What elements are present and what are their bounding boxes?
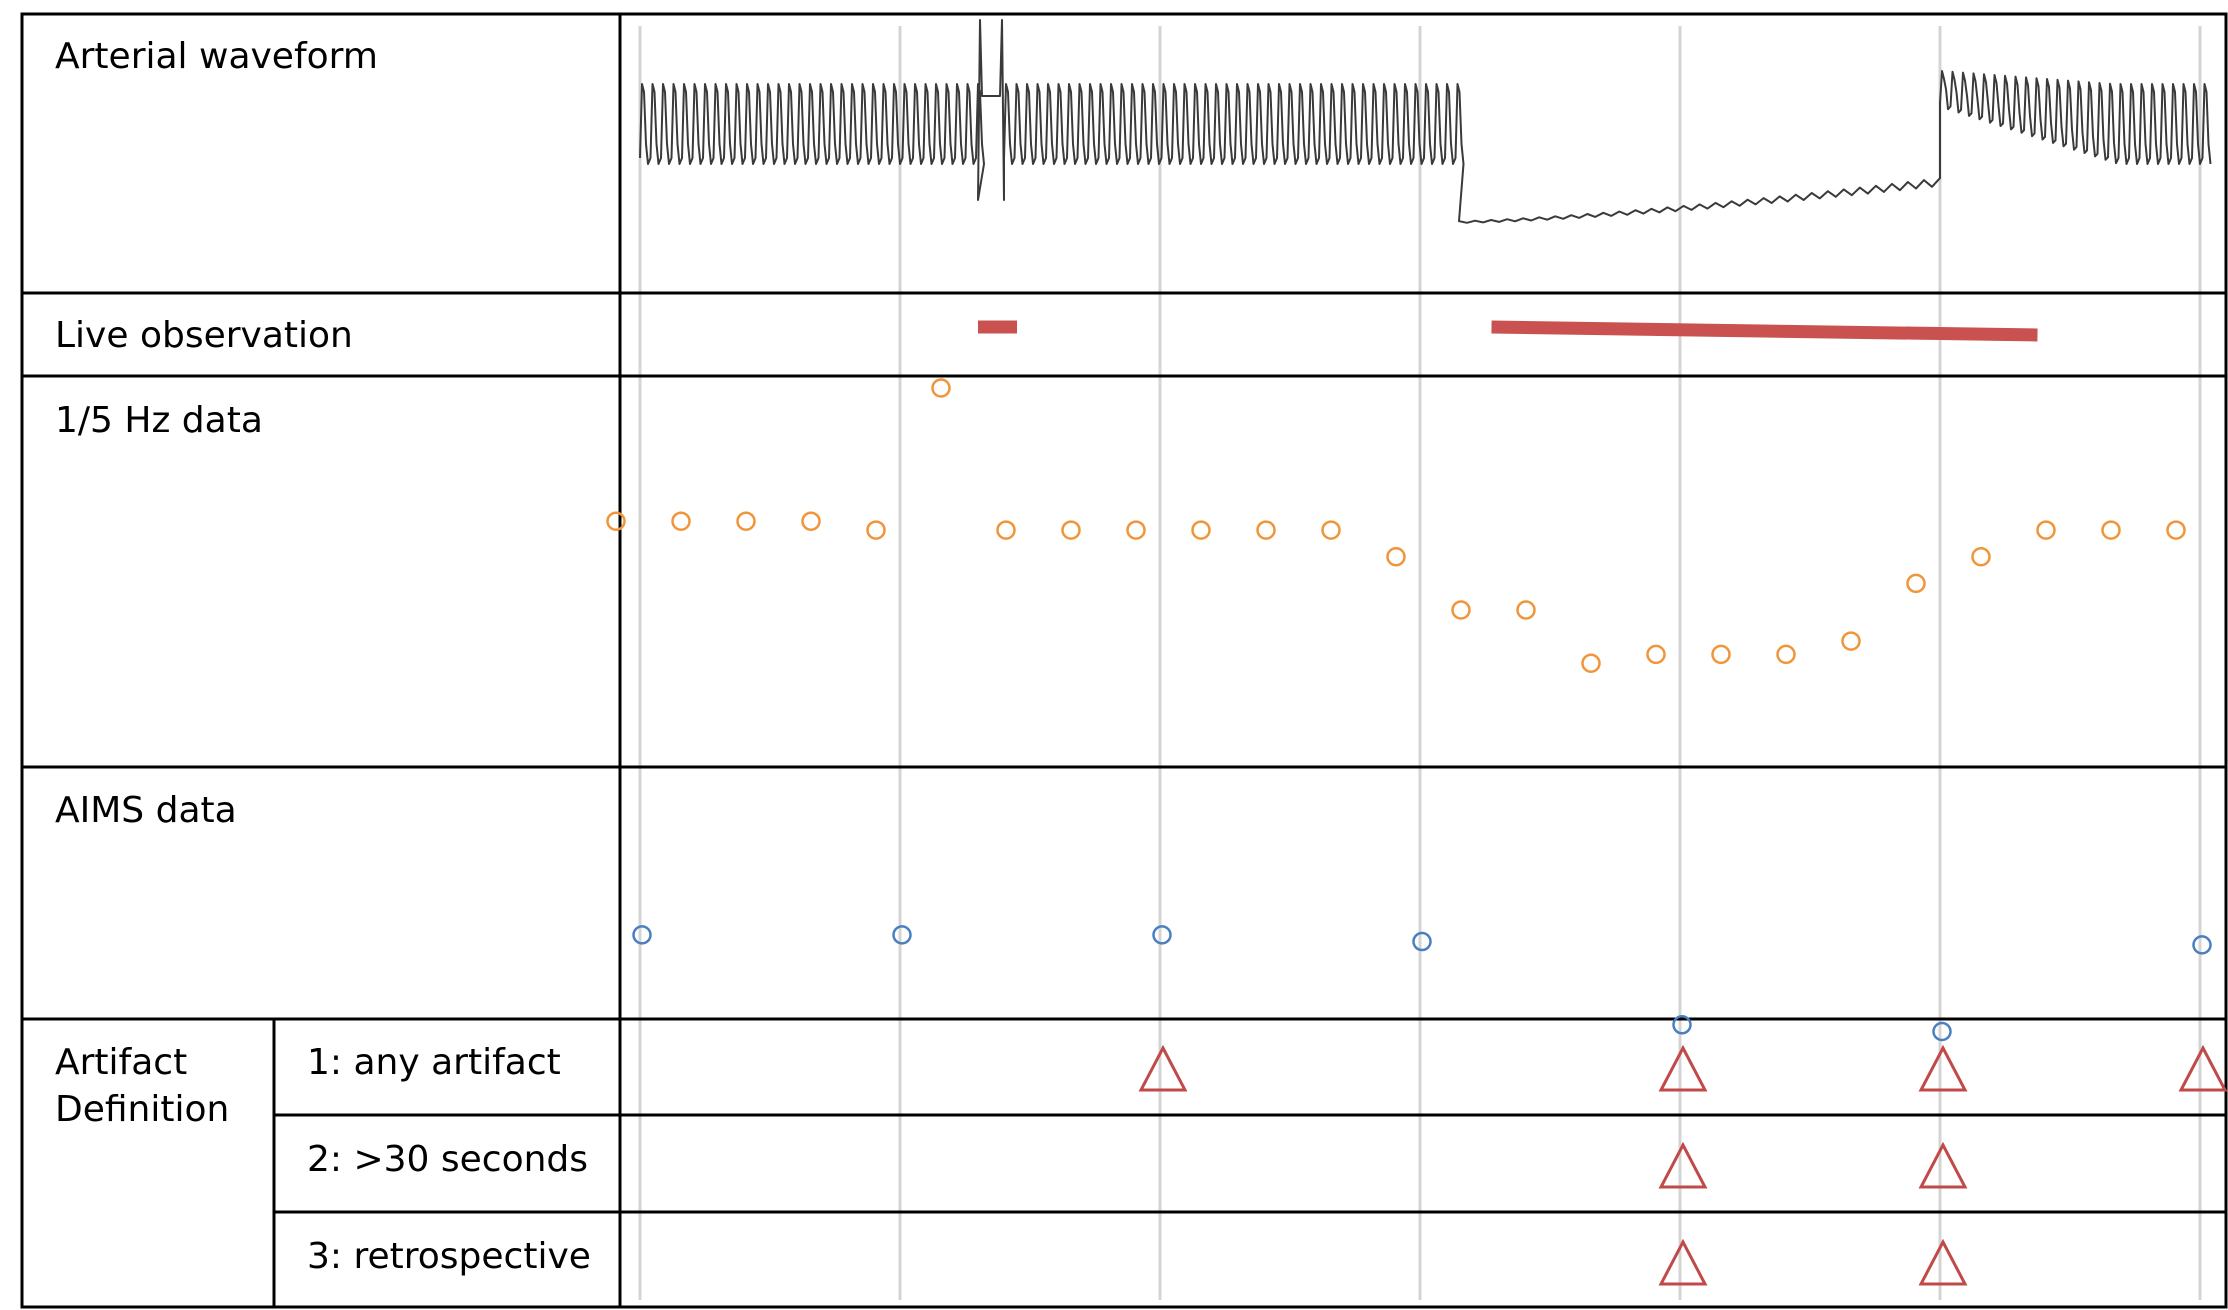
hz-point-12 (1386, 546, 1406, 567)
aims-data-points (632, 925, 2212, 1042)
hz-point-11 (1321, 520, 1341, 540)
hz-point-13 (1451, 600, 1471, 620)
aims-point-6 (2192, 935, 2212, 955)
artifact-flag-def1-2 (1918, 1044, 1968, 1092)
hz-point-23 (2101, 520, 2121, 540)
hz-point-10 (1256, 520, 1276, 540)
hz-point-8 (1126, 520, 1146, 540)
aims-point-0 (632, 925, 652, 945)
artifact-flags (1138, 1044, 2228, 1286)
table-borders (20, 12, 2228, 1309)
aims-point-1 (892, 925, 912, 945)
definition-label-over-30-seconds: 2: >30 seconds (307, 1139, 588, 1180)
artifact-flag-def2-1 (1918, 1141, 1968, 1189)
time-gridlines (638, 26, 2202, 1300)
hz-point-20 (1906, 573, 1926, 594)
hz-point-14 (1516, 600, 1536, 620)
hz-point-0 (606, 511, 626, 531)
row-label-live-observation: Live observation (55, 315, 353, 356)
row-label-artifact: Artifact (55, 1042, 187, 1083)
hz-point-22 (2036, 520, 2056, 540)
hz-point-7 (1061, 520, 1081, 540)
hz-point-5 (931, 378, 951, 398)
aims-point-4 (1672, 1015, 1692, 1035)
hz-point-1 (671, 511, 691, 531)
artifact-flag-def1-0 (1138, 1044, 1188, 1092)
artifact-flag-def1-1 (1658, 1044, 1708, 1092)
row-label-hz-data: 1/5 Hz data (55, 400, 263, 441)
hz-data-points (606, 378, 2186, 674)
hz-point-2 (736, 511, 756, 531)
hz-point-17 (1711, 644, 1731, 665)
hz-point-15 (1581, 653, 1601, 674)
aims-point-2 (1152, 925, 1172, 945)
hz-point-18 (1776, 644, 1796, 665)
hz-point-16 (1646, 644, 1666, 665)
hz-point-4 (866, 520, 886, 540)
artifact-flag-def1-3 (2178, 1044, 2228, 1092)
row-label-aims-data: AIMS data (55, 790, 237, 831)
outer-border (20, 12, 2228, 1309)
row-label-definition: Definition (55, 1089, 229, 1130)
waveform-path (639, 19, 2212, 224)
hz-point-3 (801, 511, 821, 531)
hz-point-19 (1841, 631, 1861, 651)
artifact-flag-def3-0 (1658, 1238, 1708, 1286)
live-observation-bar-1 (1491, 320, 2038, 342)
artifact-flag-def3-1 (1918, 1238, 1968, 1286)
artifact-flag-def2-0 (1658, 1141, 1708, 1189)
hz-point-24 (2166, 520, 2186, 540)
row-label-arterial-waveform: Arterial waveform (55, 36, 378, 77)
hz-point-6 (996, 520, 1016, 540)
aims-point-5 (1932, 1021, 1952, 1042)
arterial-waveform-trace (639, 19, 2212, 224)
definition-label-retrospective: 3: retrospective (307, 1236, 591, 1277)
aims-point-3 (1412, 931, 1432, 952)
hz-point-9 (1191, 520, 1211, 540)
live-observation-bars (978, 320, 2038, 342)
definition-label-any-artifact: 1: any artifact (307, 1042, 561, 1083)
hz-point-21 (1971, 546, 1991, 567)
